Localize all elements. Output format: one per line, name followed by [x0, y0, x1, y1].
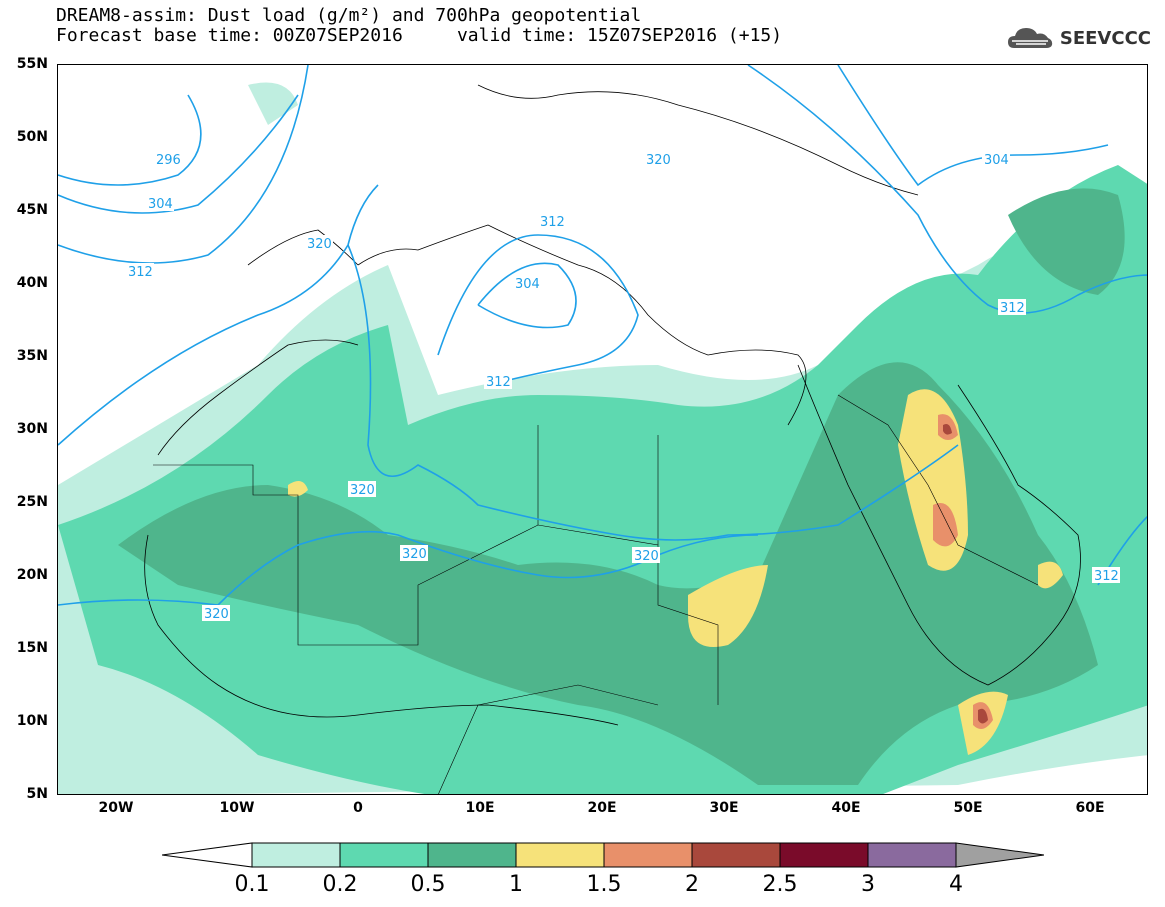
- colorbar-segment: [515, 842, 605, 868]
- contour-312-med: [437, 234, 639, 386]
- colorbar-label: 0.2: [322, 872, 358, 897]
- lat-label: 40N: [16, 275, 48, 291]
- colorbar-label: 2: [685, 872, 699, 897]
- colorbar-label: 1.5: [586, 872, 622, 897]
- color-scale-bar: [162, 842, 1044, 868]
- lon-label: 10E: [465, 800, 495, 816]
- colorbar-segment: [779, 842, 869, 868]
- title-line-2: Forecast base time: 00Z07SEP2016 valid t…: [56, 25, 783, 46]
- lon-label: 60E: [1075, 800, 1105, 816]
- country-borders: [153, 394, 1039, 794]
- cloud-icon: [1007, 28, 1053, 48]
- colorbar-label: 1: [509, 872, 523, 897]
- lat-label: 35N: [16, 348, 48, 364]
- contour-320-south: [347, 244, 959, 541]
- contour-320-west: [58, 184, 379, 446]
- colorbar-label: 4: [949, 872, 963, 897]
- map-canvas: 296 304 312 320 312 304 320 304 312 312 …: [58, 65, 1147, 794]
- contour-labels: 296 304 312 320 312 304 320 304 312 312 …: [126, 151, 1120, 622]
- lat-label: 5N: [26, 786, 48, 802]
- lat-label: 15N: [16, 640, 48, 656]
- colorbar-label: 2.5: [762, 872, 798, 897]
- contour-label: 320: [307, 237, 332, 252]
- lat-label: 10N: [16, 713, 48, 729]
- lon-label: 10W: [219, 800, 255, 816]
- lat-label: 45N: [16, 202, 48, 218]
- colorbar-segment: [691, 842, 781, 868]
- contour-312-west: [58, 65, 309, 264]
- dust-shading-brown: [943, 424, 988, 724]
- contour-label: 320: [646, 153, 671, 168]
- contour-label: 304: [984, 153, 1009, 168]
- contour-label: 296: [156, 153, 181, 168]
- lat-label: 30N: [16, 421, 48, 437]
- lon-label: 0: [353, 800, 363, 816]
- colorbar-label: 0.5: [410, 872, 446, 897]
- lat-label: 55N: [16, 56, 48, 72]
- lat-label: 20N: [16, 567, 48, 583]
- contour-label: 312: [128, 265, 153, 280]
- lat-label: 25N: [16, 494, 48, 510]
- contour-label: 320: [204, 607, 229, 622]
- colorbar-segment: [603, 842, 693, 868]
- dust-map: 296 304 312 320 312 304 320 304 312 312 …: [57, 64, 1148, 795]
- lon-label: 20E: [587, 800, 617, 816]
- lon-label: 40E: [831, 800, 861, 816]
- contour-304-med: [477, 262, 577, 329]
- colorbar-segment: [427, 842, 517, 868]
- colorbar-segment: [339, 842, 429, 868]
- map-title: DREAM8-assim: Dust load (g/m²) and 700hP…: [56, 6, 782, 46]
- lat-label: 50N: [16, 129, 48, 145]
- contour-label: 320: [634, 549, 659, 564]
- colorbar-segment: [162, 842, 253, 868]
- contour-304-east: [837, 65, 1109, 187]
- contour-312-east: [747, 65, 1147, 314]
- colorbar-segment: [955, 842, 1044, 868]
- lon-label: 50E: [953, 800, 983, 816]
- colorbar-segment: [867, 842, 957, 868]
- lon-label: 20W: [98, 800, 134, 816]
- contour-label: 312: [1000, 301, 1025, 316]
- title-line-1: DREAM8-assim: Dust load (g/m²) and 700hP…: [56, 5, 642, 26]
- contour-label: 320: [350, 483, 375, 498]
- seevccc-logo: SEEVCCC: [1006, 24, 1151, 52]
- coastlines: [144, 84, 1081, 726]
- lon-label: 30E: [709, 800, 739, 816]
- contour-label: 320: [402, 547, 427, 562]
- contour-label: 312: [486, 375, 511, 390]
- contour-label: 312: [540, 215, 565, 230]
- contour-304-west: [58, 94, 299, 214]
- colorbar-label: 0.1: [234, 872, 270, 897]
- colorbar-segment: [251, 842, 341, 868]
- contour-label: 304: [515, 277, 540, 292]
- logo-text: SEEVCCC: [1059, 27, 1151, 49]
- geopotential-contours: [58, 65, 1147, 606]
- contour-label: 304: [148, 197, 173, 212]
- contour-label: 312: [1094, 569, 1119, 584]
- dust-shading-yellow: [288, 389, 1063, 755]
- colorbar-label: 3: [861, 872, 875, 897]
- contour-296: [58, 94, 202, 186]
